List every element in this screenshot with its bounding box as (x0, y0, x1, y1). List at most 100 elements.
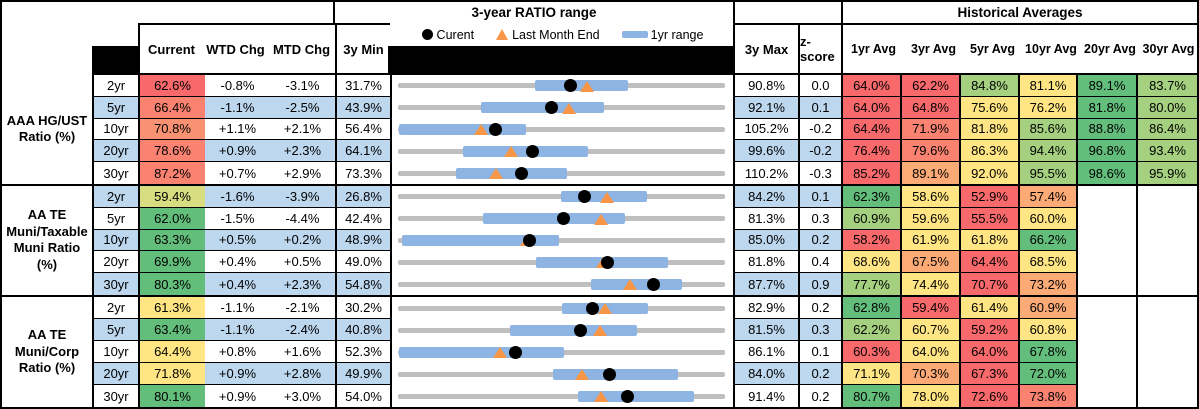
legend-item-1yr-range: 1yr range (621, 28, 703, 42)
avg-cell: 55.5% (961, 207, 1020, 230)
wtd-chg-cell: +0.8% (205, 341, 270, 363)
min-3y-cell: 40.8% (337, 319, 392, 341)
current-cell: 66.4% (140, 96, 205, 119)
last-month-end-marker (593, 325, 608, 336)
current-value-marker (601, 255, 615, 269)
mtd-chg-cell: -4.4% (270, 207, 337, 230)
max-3y-cell: 110.2% (735, 162, 800, 184)
max-3y-cell: 90.8% (735, 75, 800, 97)
wtd-chg-cell: +0.5% (205, 229, 270, 252)
tenor-cell: 5yr (94, 319, 140, 341)
avg-cell: 85.2% (843, 162, 902, 184)
avg-cell: 74.4% (902, 273, 961, 295)
current-value-marker (578, 190, 592, 204)
current-cell: 70.8% (140, 118, 205, 141)
current-dot-icon (421, 29, 433, 40)
group-label: AA TE Muni/Corp Ratio (%) (2, 297, 94, 407)
ratio-group: AAA HG/UST Ratio (%) 2yr 62.6% -0.8% -3.1% 31.… (2, 75, 1197, 186)
one-year-range-bar (482, 213, 626, 225)
wtd-chg-cell: +0.9% (218, 388, 257, 404)
avg-cell: 61.9% (902, 229, 961, 252)
z-score-cell: 0.1 (800, 341, 843, 363)
z-score-cell: -0.2 (800, 140, 843, 163)
avg-cell: 73.8% (1020, 385, 1078, 407)
range-chart (392, 140, 735, 163)
tenor-cell: 5yr (94, 96, 140, 119)
last-month-end-marker (561, 102, 576, 114)
avg-cell: 58.2% (843, 229, 902, 252)
avg-cell: 89.1% (1078, 75, 1138, 97)
one-year-range-bar (462, 145, 588, 157)
avg-cell: 59.2% (961, 319, 1020, 341)
three-year-track (398, 305, 725, 311)
range-chart (392, 341, 735, 363)
avg-cell: 60.7% (902, 319, 961, 341)
z-score-cell: 0.2 (800, 297, 843, 319)
wtd-chg-cell: -1.1% (205, 96, 270, 119)
blank-20yr-avg-block (1078, 186, 1138, 295)
max-3y-cell: 81.8% (735, 251, 800, 274)
avg-cell: 61.4% (961, 297, 1020, 319)
column-header-current: Current (148, 41, 195, 57)
avg-cell: 67.3% (961, 363, 1020, 385)
avg-cell: 64.4% (843, 118, 902, 141)
range-bar-icon (621, 31, 648, 38)
max-3y-cell: 82.9% (735, 297, 800, 319)
avg-cell: 81.1% (1020, 75, 1078, 97)
tenor-header-black-bar (92, 46, 138, 75)
current-value-marker (574, 323, 588, 337)
last-month-triangle-icon (496, 29, 509, 40)
three-year-track (398, 126, 725, 132)
group-label-line: Ratio (%) (18, 360, 76, 376)
chart-legend: Curent Last Month End 1yr range (390, 23, 735, 46)
column-header-3y-max: 3y Max (733, 23, 800, 75)
min-3y-cell: 42.4% (337, 207, 392, 230)
avg-cell: 77.7% (843, 273, 902, 295)
column-header-z-score: z-score (798, 23, 843, 75)
one-year-range-bar (398, 123, 527, 135)
blank-30yr-avg-block (1138, 297, 1197, 407)
avg-cell: 67.5% (902, 251, 961, 274)
column-header-mtd-chg: MTD Chg (272, 41, 331, 57)
max-3y-cell: 105.2% (735, 118, 800, 141)
tenor-cell: 30yr (94, 273, 140, 295)
avg-cell: 58.6% (902, 186, 961, 208)
tenor-cell: 10yr (94, 118, 140, 141)
tenor-cell: 10yr (94, 229, 140, 252)
range-chart (392, 229, 735, 252)
mtd-chg-cell: -2.1% (270, 297, 337, 319)
min-3y-cell: 49.9% (337, 363, 392, 385)
current-cell: 61.3% (140, 297, 205, 319)
avg-cell: 76.4% (843, 140, 902, 163)
range-chart (392, 207, 735, 230)
last-month-end-marker (575, 369, 590, 380)
current-cell: 59.4% (140, 186, 205, 208)
avg-cell: 70.3% (902, 363, 961, 385)
one-year-range-bar (401, 234, 560, 246)
column-header-20yr-avg: 20yr Avg (1084, 42, 1136, 56)
current-cell: 69.9% (140, 251, 205, 274)
ratio-group: AA TE Muni/Corp Ratio (%) 2yr 61.3% -1.1% -2.1… (2, 297, 1197, 407)
avg-cell: 71.1% (843, 363, 902, 385)
min-3y-cell: 26.8% (337, 186, 392, 208)
z-score-cell: 0.2 (800, 363, 843, 385)
chart-header-black-bar (388, 46, 735, 75)
column-header-wtd-chg: WTD Chg (206, 41, 265, 57)
avg-cell: 52.9% (961, 186, 1020, 208)
current-value-marker (557, 212, 571, 226)
range-chart (392, 297, 735, 319)
mtd-chg-cell: +2.9% (270, 162, 337, 184)
wtd-chg-cell: -1.1% (205, 297, 270, 319)
current-cell: 62.0% (140, 207, 205, 230)
averages-band-title: Historical Averages (957, 5, 1083, 20)
avg-cell: 60.9% (843, 207, 902, 230)
min-3y-cell: 48.9% (337, 229, 392, 252)
avg-cell: 75.6% (961, 96, 1020, 119)
min-3y-cell: 30.2% (337, 297, 392, 319)
avg-cell: 80.7% (843, 385, 902, 407)
change-columns-header: Current WTD Chg MTD Chg (138, 23, 337, 75)
one-year-range-bar (509, 324, 638, 336)
mtd-chg-cell: +0.2% (270, 229, 337, 252)
z-score-cell: 0.3 (800, 319, 843, 341)
